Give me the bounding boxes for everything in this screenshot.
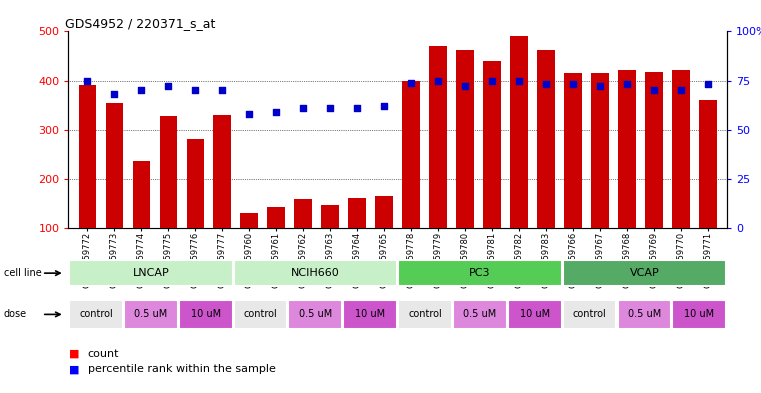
- Text: NCIH660: NCIH660: [291, 268, 339, 278]
- Text: LNCAP: LNCAP: [132, 268, 169, 278]
- Point: [648, 87, 660, 94]
- Bar: [618, 299, 671, 329]
- Text: ■: ■: [68, 364, 79, 375]
- Point: [324, 105, 336, 111]
- Bar: [343, 299, 397, 329]
- Bar: [214, 115, 231, 277]
- Bar: [288, 299, 342, 329]
- Point: [297, 105, 309, 111]
- Bar: [398, 260, 562, 286]
- Bar: [403, 81, 420, 277]
- Point: [702, 81, 714, 88]
- Bar: [398, 299, 452, 329]
- Bar: [160, 116, 177, 277]
- Bar: [483, 61, 501, 277]
- Bar: [234, 299, 288, 329]
- Bar: [591, 73, 609, 277]
- Point: [459, 83, 471, 90]
- Text: 0.5 uM: 0.5 uM: [134, 309, 167, 320]
- Point: [108, 91, 120, 97]
- Text: ■: ■: [68, 349, 79, 359]
- Text: count: count: [88, 349, 119, 359]
- Bar: [69, 299, 123, 329]
- Text: 10 uM: 10 uM: [190, 309, 221, 320]
- Bar: [457, 50, 474, 277]
- Text: VCAP: VCAP: [629, 268, 659, 278]
- Point: [351, 105, 363, 111]
- Point: [513, 77, 525, 84]
- Text: control: control: [244, 309, 277, 320]
- Point: [486, 77, 498, 84]
- Text: 10 uM: 10 uM: [355, 309, 385, 320]
- Bar: [132, 161, 150, 277]
- Bar: [672, 70, 689, 277]
- Bar: [645, 72, 663, 277]
- Bar: [321, 205, 339, 277]
- Bar: [234, 260, 397, 286]
- Text: control: control: [573, 309, 607, 320]
- Bar: [186, 139, 204, 277]
- Bar: [673, 299, 726, 329]
- Point: [675, 87, 687, 94]
- Bar: [618, 70, 635, 277]
- Text: control: control: [79, 309, 113, 320]
- Text: PC3: PC3: [469, 268, 491, 278]
- Point: [270, 109, 282, 115]
- Text: 0.5 uM: 0.5 uM: [299, 309, 332, 320]
- Bar: [106, 103, 123, 277]
- Point: [162, 83, 174, 90]
- Text: 10 uM: 10 uM: [684, 309, 715, 320]
- Text: percentile rank within the sample: percentile rank within the sample: [88, 364, 275, 375]
- Bar: [349, 198, 366, 277]
- Bar: [124, 299, 177, 329]
- Text: cell line: cell line: [4, 268, 42, 278]
- Bar: [537, 50, 555, 277]
- Bar: [179, 299, 233, 329]
- Point: [81, 77, 94, 84]
- Point: [378, 103, 390, 109]
- Bar: [453, 299, 507, 329]
- Point: [405, 79, 417, 86]
- Text: GDS4952 / 220371_s_at: GDS4952 / 220371_s_at: [65, 17, 215, 30]
- Point: [540, 81, 552, 88]
- Bar: [429, 46, 447, 277]
- Point: [189, 87, 202, 94]
- Bar: [295, 199, 312, 277]
- Bar: [375, 196, 393, 277]
- Bar: [240, 213, 258, 277]
- Point: [216, 87, 228, 94]
- Bar: [267, 208, 285, 277]
- Text: 0.5 uM: 0.5 uM: [628, 309, 661, 320]
- Bar: [511, 37, 528, 277]
- Point: [567, 81, 579, 88]
- Point: [135, 87, 148, 94]
- Text: control: control: [408, 309, 442, 320]
- Bar: [78, 86, 96, 277]
- Point: [594, 83, 606, 90]
- Bar: [699, 100, 717, 277]
- Point: [432, 77, 444, 84]
- Bar: [562, 299, 616, 329]
- Point: [244, 111, 256, 117]
- Text: dose: dose: [4, 309, 27, 320]
- Text: 10 uM: 10 uM: [520, 309, 550, 320]
- Bar: [508, 299, 562, 329]
- Bar: [69, 260, 233, 286]
- Bar: [564, 73, 581, 277]
- Point: [621, 81, 633, 88]
- Bar: [562, 260, 726, 286]
- Text: 0.5 uM: 0.5 uM: [463, 309, 496, 320]
